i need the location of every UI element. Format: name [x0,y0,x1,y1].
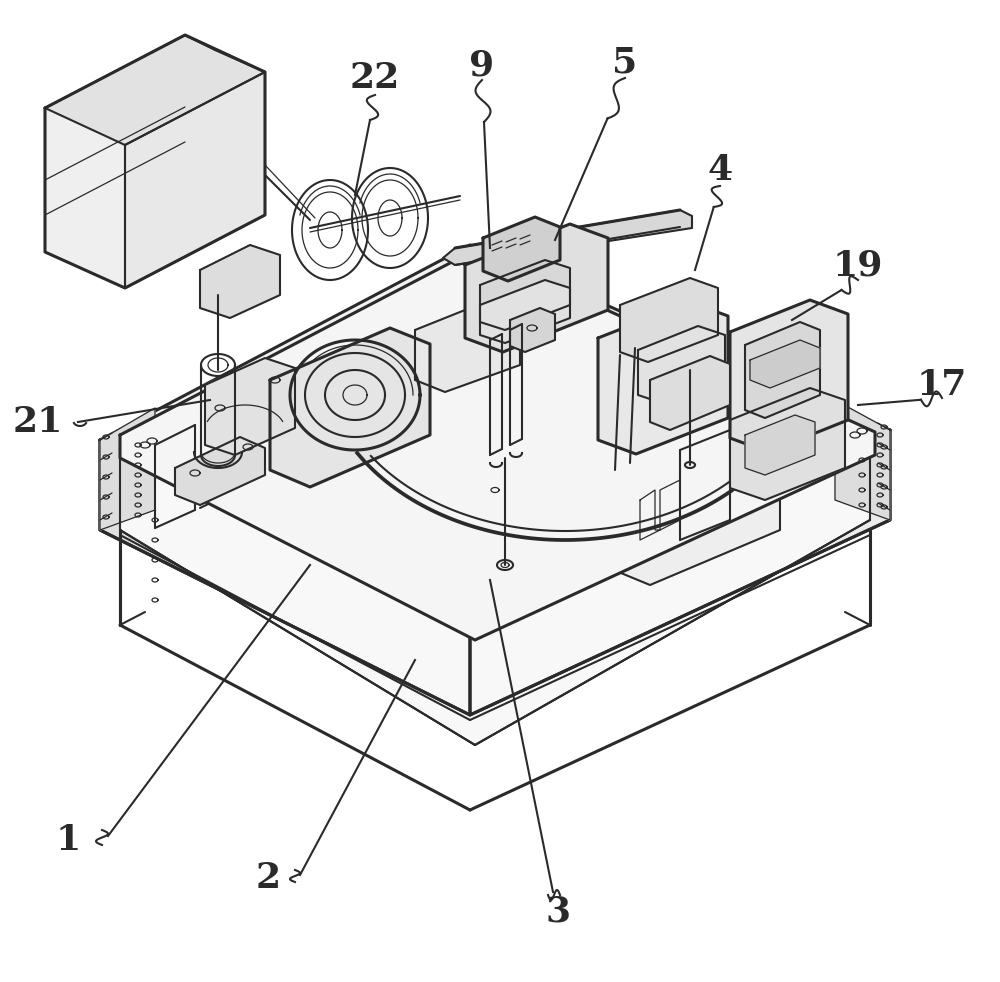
Text: 22: 22 [350,61,400,95]
Polygon shape [100,245,890,715]
Text: 9: 9 [469,48,495,82]
Polygon shape [100,408,155,530]
Polygon shape [443,210,692,265]
Polygon shape [730,300,848,452]
Text: 3: 3 [545,895,571,929]
Polygon shape [745,415,815,475]
Polygon shape [45,35,265,288]
Polygon shape [205,358,295,455]
Polygon shape [745,322,820,418]
Polygon shape [480,280,570,343]
Polygon shape [480,260,570,330]
Text: 19: 19 [833,248,883,282]
Text: 21: 21 [13,405,63,439]
Polygon shape [835,400,890,520]
Text: 17: 17 [917,368,967,402]
Polygon shape [125,72,265,288]
Polygon shape [650,356,730,430]
Text: 4: 4 [707,153,733,187]
Polygon shape [483,217,560,281]
Polygon shape [120,260,870,745]
Polygon shape [175,437,265,505]
Text: 5: 5 [612,45,638,79]
Polygon shape [200,245,280,318]
Polygon shape [638,326,725,404]
Polygon shape [570,415,780,585]
Polygon shape [510,308,555,352]
Polygon shape [120,250,875,640]
Polygon shape [730,388,845,500]
Polygon shape [465,224,608,352]
Polygon shape [415,300,520,392]
Polygon shape [270,328,430,487]
Polygon shape [620,278,718,362]
Polygon shape [100,440,470,715]
Text: 1: 1 [55,823,81,857]
Polygon shape [470,430,890,715]
Polygon shape [750,340,820,388]
Text: 2: 2 [255,861,281,895]
Polygon shape [640,480,680,540]
Polygon shape [45,35,265,145]
Polygon shape [598,302,728,454]
